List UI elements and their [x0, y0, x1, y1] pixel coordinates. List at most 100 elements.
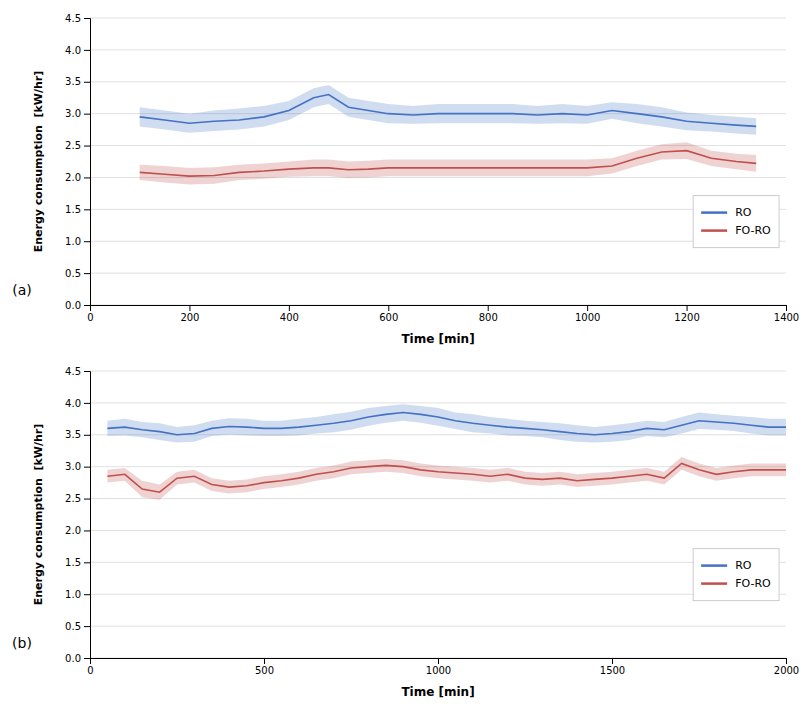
legend-item: RO: [701, 206, 752, 219]
grid-line: [90, 498, 786, 499]
y-tick-mark: [84, 594, 90, 595]
y-tick-label: 2.5: [65, 140, 81, 151]
grid-line: [90, 81, 786, 82]
grid-line: [90, 18, 786, 19]
y-tick-label: 2.0: [65, 172, 81, 183]
y-tick-label: 3.0: [65, 461, 81, 472]
y-tick-label: 2.0: [65, 525, 81, 536]
x-tick-mark: [289, 305, 290, 311]
line: [140, 95, 756, 127]
x-tick: 200: [180, 305, 199, 323]
x-axis-title: Time [min]: [401, 685, 474, 699]
x-tick-mark: [438, 658, 439, 664]
figure: 0 200 400 600 800 1000 1200 1400 0.0 0.5 1.0 1.5 2.0…: [0, 0, 811, 706]
y-tick-mark: [84, 209, 90, 210]
y-tick-mark: [84, 371, 90, 372]
panel: 05001000150020000.00.51.01.52.02.53.03.5…: [12, 366, 799, 699]
x-axis-title: Time [min]: [401, 332, 474, 346]
x-tick-mark: [612, 658, 613, 664]
x-tick-mark: [786, 305, 787, 311]
y-axis-line: [84, 19, 91, 306]
y-tick-label: 0.5: [65, 621, 81, 632]
y-tick-label: 4.0: [65, 398, 81, 409]
grid: [90, 371, 786, 658]
y-tick-mark: [84, 241, 90, 242]
y-tick: 4.0: [65, 398, 90, 409]
y-axis-title: Energy consumption [kW/hr]: [32, 424, 45, 606]
y-tick-mark: [84, 114, 90, 115]
plot-area: [107, 404, 786, 500]
y-tick-mark: [84, 403, 90, 404]
y-tick: 3.0: [65, 108, 90, 119]
grid-line: [90, 594, 786, 595]
y-tick-mark: [84, 530, 90, 531]
legend-item: FO-RO: [701, 224, 771, 237]
y-axis-title: Energy consumption [kW/hr]: [32, 71, 45, 253]
y-tick: 0.5: [65, 621, 90, 632]
y-axis-line: [84, 372, 91, 659]
x-axis-line: [91, 659, 787, 665]
grid-line: [90, 402, 786, 403]
line: [140, 151, 756, 177]
y-tick-label: 4.5: [65, 13, 81, 24]
legend-label: FO-RO: [735, 577, 771, 590]
y-tick-label: 4.5: [65, 366, 81, 377]
y-tick-label: 1.0: [65, 589, 81, 600]
x-tick-mark: [189, 305, 190, 311]
legend-label: RO: [735, 559, 752, 572]
y-tick-label: 0.0: [65, 300, 81, 311]
y-tick-mark: [84, 18, 90, 19]
grid: [90, 18, 786, 305]
x-tick-mark: [687, 305, 688, 311]
x-tick-mark: [488, 305, 489, 311]
x-tick-label: 1500: [600, 665, 625, 676]
legend-swatch: [701, 564, 727, 567]
legend-swatch: [701, 582, 727, 585]
y-tick: 4.0: [65, 45, 90, 56]
y-tick: 2.5: [65, 140, 90, 151]
y-tick: 0.0: [65, 300, 90, 311]
legend: RO FO-RO: [693, 196, 779, 248]
legend-label: FO-RO: [735, 224, 771, 237]
y-tick-mark: [84, 50, 90, 51]
y-tick-mark: [84, 435, 90, 436]
y-tick: 0.0: [65, 653, 90, 664]
y-tick: 0.5: [65, 268, 90, 279]
x-tick-mark: [264, 658, 265, 664]
y-tick-label: 3.5: [65, 429, 81, 440]
x-tick-mark: [587, 305, 588, 311]
x-tick: 0: [87, 305, 93, 323]
legend-swatch: [701, 229, 727, 232]
panel-label: (b): [12, 635, 32, 651]
x-tick-label: 200: [180, 312, 199, 323]
x-tick: 2000: [774, 658, 799, 676]
grid-line: [90, 49, 786, 50]
x-tick-label: 800: [479, 312, 498, 323]
y-tick-label: 0.0: [65, 653, 81, 664]
x-tick-label: 400: [280, 312, 299, 323]
x-tick-label: 1400: [774, 312, 799, 323]
x-tick-label: 0: [87, 665, 93, 676]
grid-line: [90, 562, 786, 563]
grid-line: [90, 371, 786, 372]
x-tick: 400: [280, 305, 299, 323]
legend-box: [693, 196, 779, 248]
y-tick: 3.5: [65, 429, 90, 440]
plot-area: [140, 85, 756, 184]
x-tick: 600: [379, 305, 398, 323]
y-tick: 1.5: [65, 204, 90, 215]
grid-line: [90, 209, 786, 210]
x-axis-line: [91, 306, 787, 312]
x-tick-mark: [786, 658, 787, 664]
x-tick-label: 2000: [774, 665, 799, 676]
x-tick-label: 1200: [674, 312, 699, 323]
y-tick-label: 4.0: [65, 45, 81, 56]
grid-line: [90, 241, 786, 242]
y-tick: 4.5: [65, 13, 90, 24]
legend-swatch: [701, 211, 727, 214]
grid-line: [90, 273, 786, 274]
band: [107, 457, 786, 500]
x-tick-label: 1000: [426, 665, 451, 676]
y-tick-label: 2.5: [65, 493, 81, 504]
y-tick: 1.0: [65, 589, 90, 600]
